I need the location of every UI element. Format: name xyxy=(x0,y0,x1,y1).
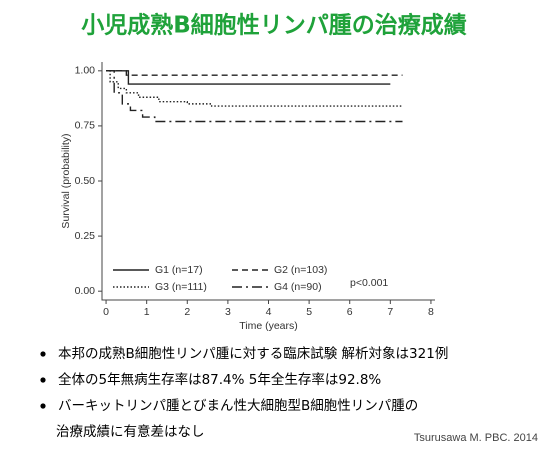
survival-curve xyxy=(106,70,403,123)
bullet-text: 治療成績に有意差はなし xyxy=(56,423,205,440)
y-axis-title: Survival (probability) xyxy=(60,133,72,228)
axis xyxy=(101,62,435,301)
bullet-dot xyxy=(40,351,46,357)
survival-curve xyxy=(106,70,403,107)
bullet-text: 本邦の成熟B細胞性リンパ腫に対する臨床試験 解析対象は321例 xyxy=(58,346,448,362)
y-tick-label: 0.75 xyxy=(75,120,96,132)
x-tick-label: 5 xyxy=(306,306,312,318)
citation: Tsurusawa M. PBC. 2014 xyxy=(414,432,538,444)
y-tick-label: 1.00 xyxy=(75,65,96,77)
legend-label: G2 (n=103) xyxy=(274,264,327,276)
x-axis-title: Time (years) xyxy=(239,320,298,332)
legend-label: G1 (n=17) xyxy=(155,264,203,276)
y-tick-label: 0.50 xyxy=(75,175,96,187)
x-tick-label: 6 xyxy=(347,306,353,318)
x-tick-label: 7 xyxy=(387,306,393,318)
bullet-dot xyxy=(40,377,46,383)
x-tick-label: 2 xyxy=(184,306,190,318)
y-tick-label: 0.25 xyxy=(75,230,96,242)
bullet-dot xyxy=(40,403,46,409)
x-tick-label: 3 xyxy=(225,306,231,318)
x-tick-label: 4 xyxy=(266,306,272,318)
survival-curve xyxy=(106,70,391,85)
slide-title: 小児成熟B細胞性リンパ腫の治療成績 xyxy=(81,12,467,39)
bullet-text: バーキットリンパ腫とびまん性大細胞型B細胞性リンパ腫の xyxy=(58,398,418,414)
x-tick-label: 1 xyxy=(144,306,150,318)
legend-label: G3 (n=111) xyxy=(155,281,207,293)
x-tick-label: 8 xyxy=(428,306,434,318)
x-tick-label: 0 xyxy=(103,306,109,318)
bullet-text: 全体の5年無病生存率は87.4% 5年全生存率は92.8% xyxy=(58,371,381,388)
y-tick-label: 0.00 xyxy=(75,285,96,297)
legend-label: G4 (n=90) xyxy=(274,281,322,293)
annotation: p<0.001 xyxy=(350,277,388,289)
survival-curve xyxy=(106,70,403,76)
